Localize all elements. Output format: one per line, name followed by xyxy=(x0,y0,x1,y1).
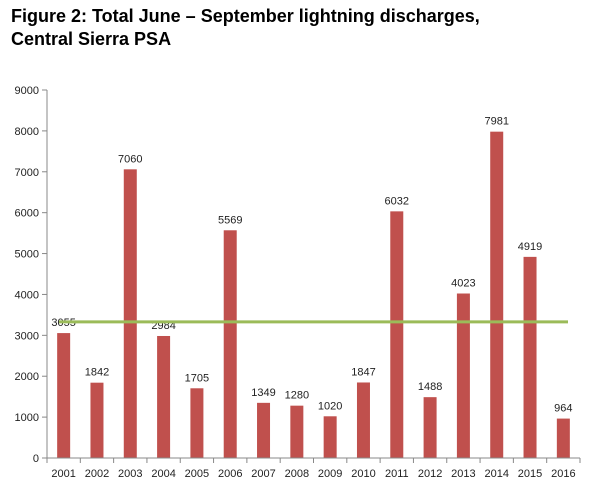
x-tick-label-2005: 2005 xyxy=(185,468,209,480)
bar-data-labels: 3055184270602984170555691349128010201847… xyxy=(51,116,572,415)
bar-2014 xyxy=(490,131,504,458)
x-tick-label-2014: 2014 xyxy=(484,468,508,480)
x-tick-label-2003: 2003 xyxy=(118,468,142,480)
y-tick-label: 0 xyxy=(33,453,39,465)
figure-title-line-2: Central Sierra PSA xyxy=(11,29,172,49)
bar-data-label-2007: 1349 xyxy=(251,387,275,399)
x-tick-label-2004: 2004 xyxy=(151,468,175,480)
bar-data-label-2009: 1020 xyxy=(318,400,342,412)
y-tick-label: 8000 xyxy=(15,126,39,138)
y-tick-label: 3000 xyxy=(15,330,39,342)
x-tick-label-2013: 2013 xyxy=(451,468,475,480)
y-tick-label: 9000 xyxy=(15,85,39,97)
y-axis-ticks: 0 1000 2000 3000 4000 5000 6000 7000 8000 9000 xyxy=(15,85,47,465)
x-tick-label-2008: 2008 xyxy=(285,468,309,480)
x-tick-label-2001: 2001 xyxy=(51,468,75,480)
bar-data-label-2013: 4023 xyxy=(451,278,475,290)
bar-2005 xyxy=(190,388,204,458)
x-tick-label-2009: 2009 xyxy=(318,468,342,480)
bar-2006 xyxy=(223,230,237,458)
bar-2004 xyxy=(157,335,171,458)
bar-data-label-2006: 5569 xyxy=(218,214,242,226)
bar-2010 xyxy=(356,382,370,458)
y-tick-label: 2000 xyxy=(15,371,39,383)
bar-2015 xyxy=(523,256,537,458)
bar-data-label-2016: 964 xyxy=(554,403,572,415)
bar-data-label-2012: 1488 xyxy=(418,381,442,393)
bar-2001 xyxy=(57,333,71,458)
bars xyxy=(57,131,570,458)
y-tick-label: 1000 xyxy=(15,412,39,424)
y-tick-label: 6000 xyxy=(15,208,39,220)
bar-2008 xyxy=(290,405,304,458)
y-tick-label: 7000 xyxy=(15,167,39,179)
figure-title-line-1: Figure 2: Total June – September lightni… xyxy=(11,6,480,26)
bar-data-label-2015: 4919 xyxy=(518,241,542,253)
x-tick-label-2007: 2007 xyxy=(251,468,275,480)
bar-2011 xyxy=(390,211,404,458)
bar-data-label-2003: 7060 xyxy=(118,153,142,165)
y-tick-label: 5000 xyxy=(15,249,39,261)
bar-2009 xyxy=(323,416,337,458)
bar-data-label-2014: 7981 xyxy=(484,116,508,128)
x-tick-label-2006: 2006 xyxy=(218,468,242,480)
x-tick-label-2010: 2010 xyxy=(351,468,375,480)
bar-data-label-2010: 1847 xyxy=(351,366,375,378)
bar-data-label-2005: 1705 xyxy=(185,372,209,384)
x-axis-tick-labels: 2001 2002 2003 2004 2005 2006 2007 2008 2009 2010… xyxy=(46,458,581,480)
figure-title: Figure 2: Total June – September lightni… xyxy=(11,5,591,51)
bar-2012 xyxy=(423,397,437,458)
bar-data-label-2002: 1842 xyxy=(85,367,109,379)
bar-2003 xyxy=(123,169,137,458)
bar-data-label-2011: 6032 xyxy=(385,195,409,207)
y-tick-label: 4000 xyxy=(15,289,39,301)
bar-2016 xyxy=(556,418,570,458)
bar-2002 xyxy=(90,382,104,458)
x-tick-label-2016: 2016 xyxy=(551,468,575,480)
bar-data-label-2008: 1280 xyxy=(285,390,309,402)
bar-2013 xyxy=(456,293,470,458)
bar-2007 xyxy=(257,402,271,458)
x-tick-label-2011: 2011 xyxy=(385,468,409,480)
x-tick-label-2012: 2012 xyxy=(418,468,442,480)
x-tick-label-2002: 2002 xyxy=(85,468,109,480)
x-tick-label-2015: 2015 xyxy=(518,468,542,480)
